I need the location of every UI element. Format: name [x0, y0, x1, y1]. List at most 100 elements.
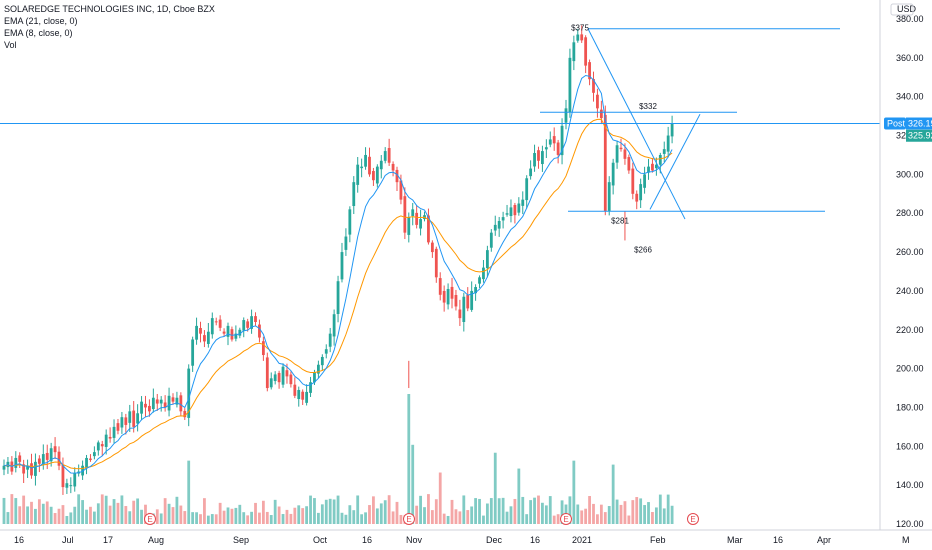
- candle-body: [22, 464, 26, 474]
- volume-bar: [497, 498, 501, 524]
- volume-bar: [301, 508, 305, 524]
- volume-bar: [493, 452, 497, 524]
- volume-bar: [434, 499, 438, 524]
- candle-body: [639, 184, 643, 201]
- volume-bar: [372, 496, 375, 524]
- earnings-marker[interactable]: [560, 513, 572, 525]
- price-axis[interactable]: 380.00360.00340.00320.00300.00280.00260.…: [879, 0, 924, 530]
- candle-body: [572, 42, 576, 62]
- candle-body: [2, 465, 6, 470]
- volume-bar: [619, 504, 623, 524]
- volume-bar: [670, 505, 674, 524]
- symbol-title[interactable]: SOLAREDGE TECHNOLOGIES INC, 1D, Cboe BZX: [4, 4, 215, 14]
- resistance-label: $332: [639, 102, 657, 111]
- candle-body: [470, 290, 474, 310]
- time-tick-label: Feb: [650, 535, 666, 545]
- candle-body: [623, 149, 627, 159]
- candle-body: [96, 442, 100, 451]
- volume-bar: [10, 494, 14, 524]
- ema-8-label[interactable]: EMA (8, close, 0): [4, 28, 73, 38]
- volume-bars: [2, 394, 674, 524]
- candle-body: [466, 294, 470, 309]
- volume-bar: [136, 498, 140, 524]
- volume-bar: [458, 511, 462, 524]
- volume-bar: [317, 512, 320, 524]
- volume-bar: [383, 500, 387, 524]
- time-tick-label: Aug: [148, 535, 164, 545]
- candle-body: [199, 328, 202, 334]
- candle-body: [364, 154, 367, 167]
- candle-body: [53, 446, 57, 453]
- candle-body: [155, 399, 159, 404]
- ema-21-label[interactable]: EMA (21, close, 0): [4, 16, 78, 26]
- volume-bar: [254, 502, 257, 524]
- volume-bar: [89, 506, 92, 524]
- candle-body: [116, 423, 120, 431]
- candle-body: [285, 370, 289, 377]
- price-tick-label: 260.00: [896, 247, 924, 257]
- volume-bar: [631, 500, 635, 524]
- volume-bar: [411, 444, 415, 524]
- candle-body: [37, 458, 41, 464]
- volume-bar: [277, 506, 281, 524]
- volume-bar: [53, 513, 57, 524]
- candle-body: [254, 316, 257, 322]
- descending-trendline: [587, 28, 686, 220]
- volume-bar: [462, 495, 466, 524]
- price-tick-label: 140.00: [896, 480, 924, 490]
- candle-body: [651, 163, 654, 171]
- candle-body: [218, 319, 222, 328]
- volume-bar: [596, 514, 599, 524]
- candle-body: [136, 413, 140, 424]
- earnings-marker[interactable]: [687, 513, 699, 525]
- candle-body: [485, 250, 489, 269]
- time-axis[interactable]: 16 Jul 17 Aug Sep Oct 16 Nov Dec 16 2021 Feb Mar 16 Ap…: [0, 529, 932, 545]
- volume-bar: [615, 499, 619, 524]
- volume-bar: [521, 496, 525, 524]
- volume-bar: [533, 497, 536, 524]
- volume-bar: [104, 495, 108, 524]
- candle-body: [151, 397, 155, 410]
- candle-body: [533, 153, 536, 167]
- volume-bar: [222, 510, 226, 524]
- earnings-marker[interactable]: [144, 513, 156, 525]
- candle-body: [45, 452, 49, 460]
- candle-body: [49, 448, 53, 462]
- candle-body: [430, 242, 434, 253]
- candle-body: [407, 217, 411, 235]
- volume-bar: [218, 502, 222, 524]
- candle-body: [175, 397, 179, 405]
- candle-body: [140, 401, 143, 414]
- volume-bar: [14, 498, 18, 524]
- trendlines[interactable]: [0, 28, 880, 220]
- candle-body: [529, 168, 533, 177]
- volume-bar: [627, 515, 631, 524]
- time-tick-label: M: [902, 535, 910, 545]
- post-badge: [884, 117, 906, 130]
- candle-body: [568, 57, 572, 113]
- earnings-marker-label: E: [563, 515, 568, 524]
- chart-legend: SOLAREDGE TECHNOLOGIES INC, 1D, Cboe BZX…: [4, 3, 215, 51]
- candle-body: [580, 34, 584, 41]
- candle-body: [509, 207, 513, 216]
- price-tick-label: 160.00: [896, 441, 924, 451]
- price-tick-label: 360.00: [896, 53, 924, 63]
- candle-body: [120, 417, 124, 428]
- candle-body: [332, 314, 336, 337]
- volume-bar: [544, 505, 548, 524]
- candle-body: [474, 287, 477, 294]
- earnings-marker[interactable]: [403, 513, 415, 525]
- volume-label[interactable]: Vol: [4, 40, 17, 50]
- volume-bar: [297, 505, 301, 524]
- volume-bar: [427, 494, 430, 524]
- volume-bar: [258, 512, 261, 524]
- candle-body: [210, 318, 214, 335]
- volume-bar: [375, 508, 379, 524]
- candle-body: [450, 286, 454, 299]
- candle-body: [537, 150, 540, 161]
- candle-body: [627, 157, 631, 171]
- volume-bar: [140, 509, 143, 524]
- volume-bar: [505, 511, 509, 524]
